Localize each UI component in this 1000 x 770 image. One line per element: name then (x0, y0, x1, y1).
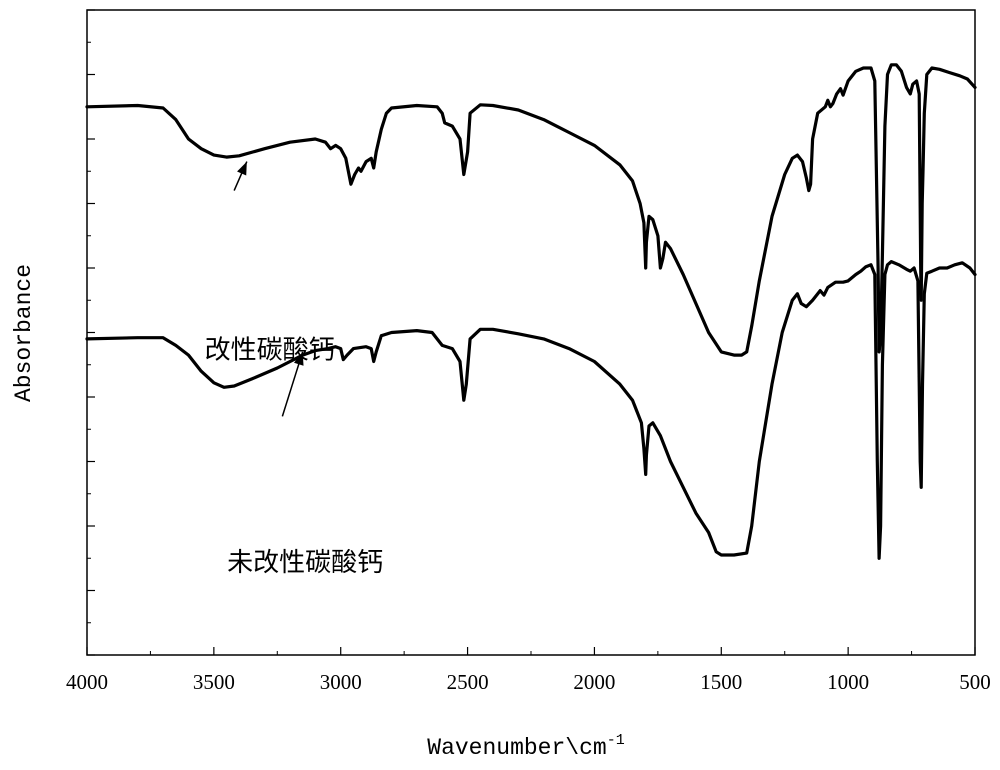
x-tick-label-2: 3000 (320, 670, 362, 694)
x-tick-label-4: 2000 (573, 670, 615, 694)
x-tick-labels: 4000 3500 3000 2500 2000 1500 1000 500 (66, 670, 991, 694)
series-line-1 (85, 260, 977, 560)
x-axis-title: Wavenumber\cm-1 (427, 732, 624, 761)
annotation-arrowhead-1 (293, 351, 304, 366)
x-tick-label-0: 4000 (66, 670, 108, 694)
x-tick-label-7: 500 (959, 670, 991, 694)
x-tick-label-6: 1000 (827, 670, 869, 694)
annotation-label-1: 未改性碳酸钙 (227, 548, 383, 578)
x-axis-title-superscript: -1 (607, 732, 625, 749)
annotation-arrowhead-0 (237, 161, 247, 176)
plot-frame (86, 9, 976, 656)
series-line-0 (85, 63, 977, 357)
x-tick-label-1: 3500 (193, 670, 235, 694)
series-lines (85, 63, 977, 560)
annotation-label-0: 改性碳酸钙 (205, 335, 335, 365)
axis-ticks (86, 9, 976, 656)
x-tick-label-3: 2500 (447, 670, 489, 694)
x-tick-label-5: 1500 (700, 670, 742, 694)
y-axis-title: Absorbance (11, 264, 37, 402)
